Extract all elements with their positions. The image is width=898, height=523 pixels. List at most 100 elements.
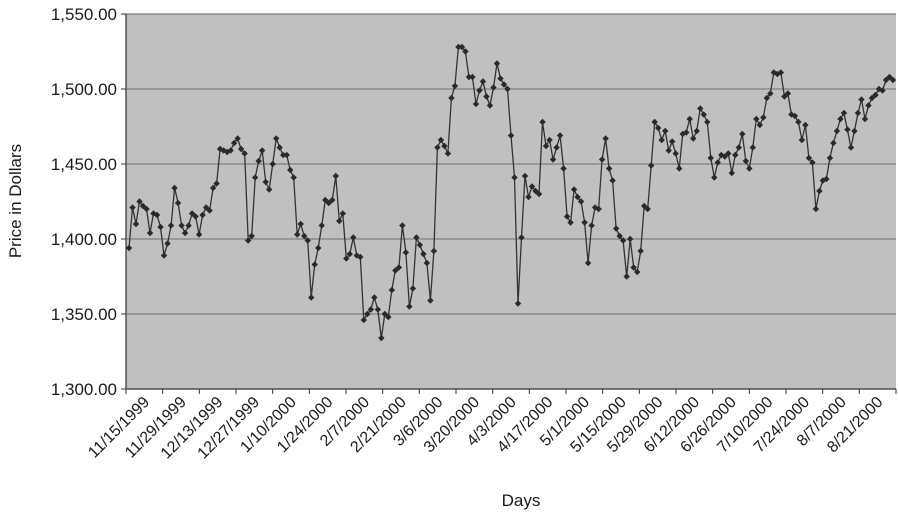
data-point	[294, 231, 301, 238]
data-point	[157, 223, 164, 231]
data-point	[865, 102, 872, 109]
data-point	[185, 222, 192, 229]
data-point	[444, 150, 452, 157]
data-point	[532, 187, 539, 195]
data-point	[406, 303, 413, 310]
data-point	[875, 85, 883, 93]
data-point	[654, 124, 662, 132]
data-point	[265, 186, 273, 193]
data-point	[616, 232, 623, 240]
y-tick-label: 1,450.00	[51, 155, 117, 174]
data-point	[826, 154, 834, 162]
data-point	[584, 259, 592, 267]
data-point	[518, 234, 525, 241]
data-point	[809, 159, 816, 166]
data-point	[136, 198, 143, 205]
data-point	[704, 118, 711, 126]
data-point	[280, 151, 287, 159]
y-tick-label: 1,300.00	[51, 380, 117, 399]
data-point	[167, 222, 175, 229]
data-point	[308, 294, 315, 301]
data-point	[511, 174, 518, 181]
data-point	[528, 183, 536, 190]
data-point	[195, 231, 203, 238]
data-point	[336, 217, 343, 225]
data-point	[287, 166, 294, 174]
axes	[125, 14, 896, 390]
data-point	[609, 177, 616, 184]
data-point	[413, 234, 420, 241]
data-point	[777, 69, 785, 76]
data-point	[244, 237, 252, 244]
data-point	[272, 135, 280, 142]
data-point	[174, 199, 182, 207]
x-axis-label: Days	[502, 491, 541, 510]
data-point	[669, 138, 676, 145]
data-point	[679, 130, 686, 138]
data-point	[465, 73, 473, 81]
data-point	[795, 118, 802, 126]
data-point	[255, 157, 262, 165]
data-point	[847, 144, 855, 151]
data-point	[690, 135, 697, 142]
data-point	[451, 82, 459, 90]
data-point	[546, 136, 553, 144]
data-point	[567, 219, 574, 226]
data-point	[837, 115, 844, 123]
data-point	[241, 150, 248, 157]
data-point	[504, 85, 511, 93]
data-point	[209, 184, 217, 192]
data-point	[563, 213, 571, 220]
data-point	[392, 267, 399, 274]
data-point	[153, 211, 161, 219]
data-point	[434, 144, 441, 151]
data-point	[483, 93, 490, 100]
data-point	[378, 334, 385, 342]
data-point	[683, 129, 690, 136]
data-point	[872, 91, 879, 99]
data-point	[756, 121, 764, 129]
data-point	[749, 144, 757, 151]
data-point	[472, 100, 480, 108]
data-point	[574, 193, 581, 201]
data-point	[441, 142, 448, 150]
data-point	[318, 222, 325, 229]
data-point	[728, 169, 735, 177]
data-point	[399, 222, 406, 229]
data-point	[760, 114, 767, 121]
data-point	[469, 73, 476, 81]
series-price	[125, 43, 897, 342]
data-point	[651, 118, 658, 126]
data-point	[823, 175, 830, 183]
data-point	[258, 147, 266, 154]
data-point	[553, 144, 560, 151]
data-point	[150, 210, 157, 217]
data-point	[637, 247, 644, 255]
data-point	[139, 202, 147, 210]
data-point	[633, 268, 641, 276]
data-point	[521, 172, 529, 180]
data-point	[570, 186, 578, 193]
data-point	[577, 198, 585, 205]
data-point	[725, 150, 732, 157]
data-point	[560, 165, 567, 172]
data-point	[360, 316, 368, 324]
gridlines	[126, 13, 896, 315]
data-point	[178, 222, 185, 229]
data-point	[476, 87, 483, 94]
y-tick-label: 1,550.00	[51, 5, 117, 24]
data-point	[304, 237, 311, 244]
data-point	[844, 126, 851, 133]
data-point	[371, 294, 378, 301]
data-point	[423, 259, 431, 267]
data-point	[868, 94, 876, 102]
data-point	[676, 165, 683, 172]
data-point	[798, 136, 806, 144]
data-point	[146, 229, 154, 237]
data-point	[644, 205, 651, 213]
data-point	[311, 261, 318, 268]
data-point	[753, 115, 760, 123]
data-point	[458, 43, 466, 51]
y-tick-label: 1,350.00	[51, 305, 117, 324]
